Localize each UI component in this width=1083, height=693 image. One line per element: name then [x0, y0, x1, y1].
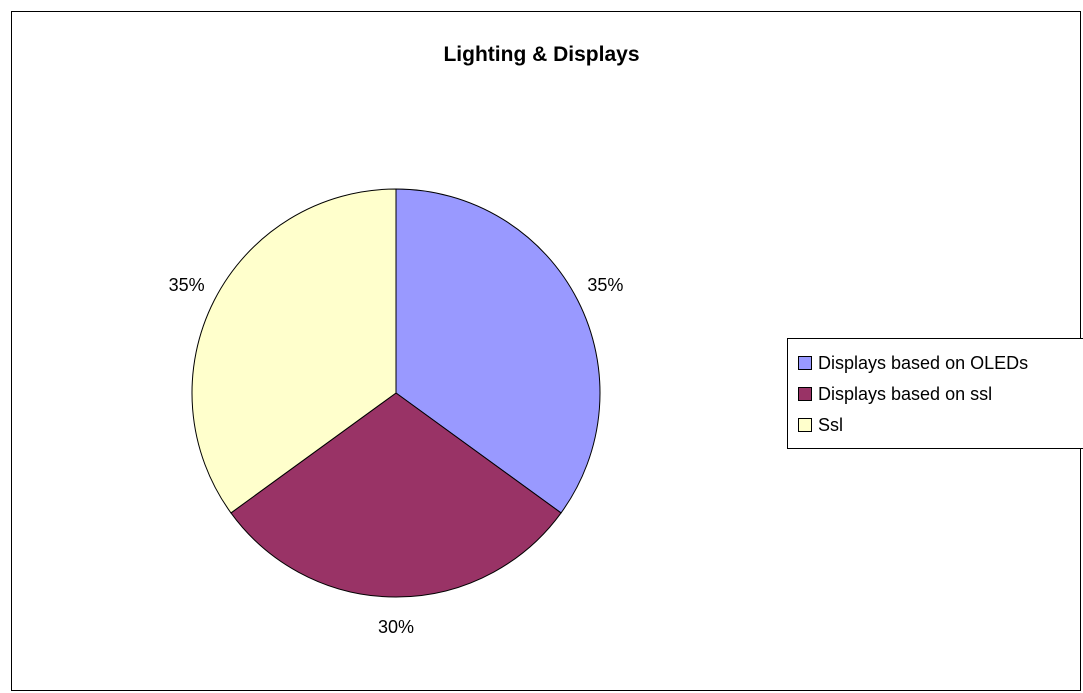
legend-label-oleds: Displays based on OLEDs: [818, 352, 1029, 373]
chart-title: Lighting & Displays: [443, 43, 640, 66]
legend-swatch-ssl: [798, 418, 812, 432]
data-label-oleds: 35%: [587, 275, 623, 295]
slice-ssl: [191, 188, 397, 514]
data-label-displays-ssl: 30%: [378, 617, 414, 637]
legend-item-ssl: Ssl: [798, 414, 843, 436]
legend-item-displays-ssl: Displays based on ssl: [798, 383, 992, 405]
slice-oleds: [395, 188, 601, 514]
legend-item-oleds: Displays based on OLEDs: [798, 352, 1028, 374]
slice-displays-ssl: [230, 392, 562, 598]
legend: Displays based on OLEDs Displays based o…: [787, 338, 1083, 449]
legend-swatch-oleds: [798, 356, 812, 370]
data-label-ssl: 35%: [169, 275, 205, 295]
legend-swatch-displays-ssl: [798, 387, 812, 401]
legend-label-ssl: Ssl: [818, 414, 844, 435]
legend-label-displays-ssl: Displays based on ssl: [818, 383, 993, 404]
